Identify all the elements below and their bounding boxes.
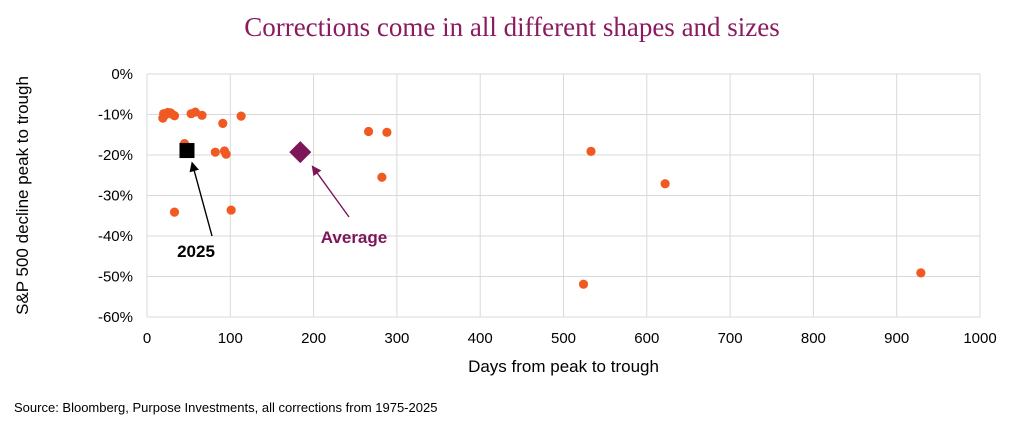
marker-average [289, 141, 312, 164]
x-tick-label: 1000 [963, 330, 996, 347]
data-points [158, 107, 926, 289]
data-point [363, 126, 374, 137]
data-point [236, 111, 246, 121]
data-point [218, 118, 228, 129]
x-tick-label: 700 [718, 330, 743, 347]
data-point [226, 205, 236, 215]
x-tick-label: 400 [468, 330, 493, 347]
data-point [660, 179, 670, 189]
data-point [210, 147, 220, 157]
data-point [197, 110, 207, 120]
arrow-average [311, 165, 350, 218]
x-tick-label: 300 [384, 330, 409, 347]
y-tick-label: -30% [98, 188, 133, 205]
x-tick-label: 900 [884, 330, 909, 347]
x-tick-label: 100 [218, 330, 243, 347]
x-axis-label: Days from peak to trough [468, 357, 659, 376]
source-note: Source: Bloomberg, Purpose Investments, … [14, 400, 438, 415]
x-tick-label: 600 [634, 330, 659, 347]
label-2025: 2025 [177, 242, 215, 261]
y-axis-label: S&P 500 decline peak to trough [13, 76, 32, 315]
data-point [586, 146, 596, 156]
y-tick-label: -10% [98, 107, 133, 124]
y-tick-label: -20% [98, 147, 133, 164]
y-tick-label: -60% [98, 309, 133, 326]
data-point [578, 279, 589, 289]
y-tick-label: -40% [98, 228, 133, 245]
y-tick-label: -50% [98, 269, 133, 286]
x-tick-label: 500 [551, 330, 576, 347]
data-point [169, 111, 180, 121]
data-point [377, 172, 387, 182]
data-point [169, 207, 180, 217]
data-point [221, 149, 231, 159]
arrow-2025 [189, 161, 213, 237]
y-tick-label: 0% [111, 66, 133, 83]
gridlines [146, 73, 981, 318]
x-tick-label: 200 [301, 330, 326, 347]
data-point [916, 268, 926, 278]
axes: 0% -10% -20% -30% -40% -50% -60% 0 100 200 300 400 5… [98, 66, 997, 347]
marker-2025 [179, 143, 195, 159]
chart-title: Corrections come in all different shapes… [244, 12, 780, 42]
annotations: 2025 Average [177, 161, 387, 261]
x-tick-label: 0 [143, 330, 151, 347]
data-point [382, 127, 392, 137]
x-tick-label: 800 [801, 330, 826, 347]
label-average: Average [321, 228, 387, 247]
